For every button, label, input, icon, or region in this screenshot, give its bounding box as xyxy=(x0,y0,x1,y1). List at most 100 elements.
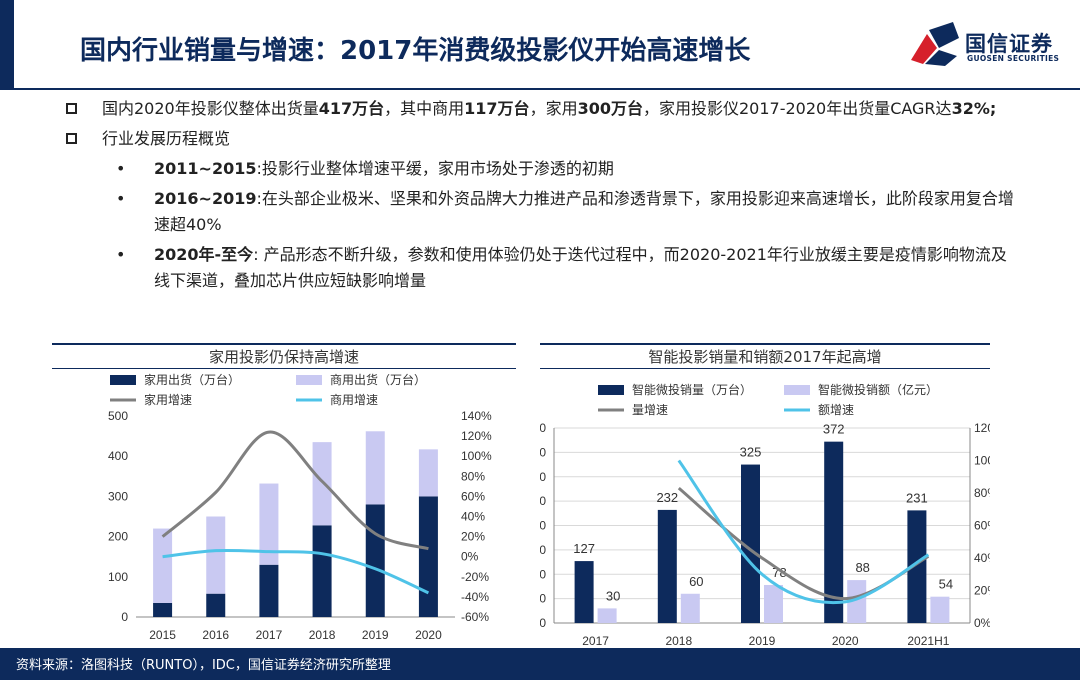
y2-tick-label: 60% xyxy=(974,519,990,533)
sub-bullet-period: 2020年-至今 xyxy=(154,245,254,264)
chart-smart-projector: 智能投影销量和销额2017年起高增 智能微投销量（万台） 智能微投销额（亿元） 量增… xyxy=(540,343,990,648)
legend-swatch xyxy=(784,385,810,395)
bar xyxy=(259,483,279,565)
sub-bullet-period: 2011~2015 xyxy=(154,159,257,178)
dot-bullet-icon: • xyxy=(116,189,126,208)
sub-bullet-text: : 产品形态不断升级，参数和使用体验仍处于迭代过程中，而2020-2021年行业… xyxy=(154,245,1007,290)
x-tick-label: 2017 xyxy=(582,634,609,648)
y2-tick-label: 40% xyxy=(461,510,485,524)
bar xyxy=(206,593,226,617)
series-line xyxy=(677,459,930,605)
bar xyxy=(153,602,173,617)
y2-tick-label: -60% xyxy=(461,610,489,624)
bar xyxy=(365,504,385,617)
y-tick-label: 150 xyxy=(540,543,546,557)
bar xyxy=(657,509,677,623)
dot-bullet-icon: • xyxy=(116,159,126,178)
bar xyxy=(930,596,950,623)
y-tick-label: 500 xyxy=(108,409,128,423)
bar xyxy=(365,431,385,505)
chart-smart-projector-svg: 智能微投销量（万台） 智能微投销额（亿元） 量增速 额增速 0 50 100 150 200 25… xyxy=(540,382,990,648)
bar xyxy=(418,496,438,617)
data-label: 231 xyxy=(906,490,928,505)
sub-bullet-text: :投影行业整体增速平缓，家用市场处于渗透的初期 xyxy=(256,159,614,178)
y-tick-label: 0 xyxy=(121,610,128,624)
y2-tick-label: 120% xyxy=(461,429,492,443)
bullet-value: 32%; xyxy=(951,99,997,118)
bar xyxy=(847,580,867,623)
y-tick-label: 400 xyxy=(540,421,546,435)
bar xyxy=(680,593,700,623)
sub-bullet-period: 2016~2019 xyxy=(154,189,257,208)
data-label: 88 xyxy=(855,560,869,575)
y2-tick-label: 20% xyxy=(461,530,485,544)
page-title: 国内行业销量与增速：2017年消费级投影仪开始高速增长 xyxy=(80,36,751,66)
dot-bullet-icon: • xyxy=(116,245,126,264)
legend-label: 家用出货（万台） xyxy=(144,372,240,387)
bar xyxy=(418,449,438,497)
logo-text-en: GUOSEN SECURITIES xyxy=(967,54,1060,63)
x-tick-label: 2019 xyxy=(362,628,389,642)
legend-label: 商用出货（万台） xyxy=(330,372,426,387)
y-tick-label: 50 xyxy=(540,592,546,606)
bar xyxy=(206,516,226,594)
header-accent-bar xyxy=(0,0,14,90)
chart-title: 家用投影仍保持高增速 xyxy=(52,343,516,369)
legend-label: 商用增速 xyxy=(330,392,378,407)
logo-mark-icon xyxy=(911,22,959,66)
company-logo: 国信证券 GUOSEN SECURITIES xyxy=(909,20,1080,70)
chart-home-projector: 家用投影仍保持高增速 家用出货（万台） 商用出货（万台） 家用增速 商用增速 0 100 2… xyxy=(52,343,516,643)
y-tick-label: 300 xyxy=(108,489,128,503)
y2-tick-label: 20% xyxy=(974,584,990,598)
sub-bullet-2020: • 2020年-至今: 产品形态不断升级，参数和使用体验仍处于迭代过程中，而20… xyxy=(60,242,1020,294)
bullet-text: 行业发展历程概览 xyxy=(102,129,231,148)
y2-tick-label: 100% xyxy=(974,454,990,468)
bar xyxy=(574,561,594,623)
y2-tick-label: 0% xyxy=(974,616,990,630)
bar xyxy=(312,525,332,617)
bullet-value: 117万台 xyxy=(464,99,530,118)
y2-tick-label: 120% xyxy=(974,421,990,435)
summary-bullets: 国内2020年投影仪整体出货量417万台，其中商用117万台，家用300万台，家… xyxy=(60,96,1020,298)
y2-tick-label: 40% xyxy=(974,551,990,565)
sub-bullet-2011: • 2011~2015:投影行业整体增速平缓，家用市场处于渗透的初期 xyxy=(60,156,1020,182)
bar xyxy=(259,564,279,617)
x-tick-label: 2020 xyxy=(832,634,859,648)
legend-label: 智能微投销额（亿元） xyxy=(818,382,938,397)
x-tick-label: 2020 xyxy=(415,628,442,642)
bar xyxy=(597,608,617,623)
logo-text-cn: 国信证券 xyxy=(965,32,1053,56)
x-tick-label: 2016 xyxy=(202,628,229,642)
chart-title: 智能投影销量和销额2017年起高增 xyxy=(540,343,990,369)
y-tick-label: 400 xyxy=(108,449,128,463)
y2-tick-label: 60% xyxy=(461,489,485,503)
data-label: 127 xyxy=(573,541,595,556)
bullet-text: 国内2020年投影仪整体出货量 xyxy=(102,99,319,118)
y-tick-label: 200 xyxy=(108,530,128,544)
bar xyxy=(741,464,760,623)
x-tick-label: 2017 xyxy=(256,628,283,642)
bullet-history: 行业发展历程概览 xyxy=(60,126,1020,152)
bullet-shipment: 国内2020年投影仪整体出货量417万台，其中商用117万台，家用300万台，家… xyxy=(60,96,1020,122)
y-tick-label: 100 xyxy=(540,567,546,581)
y-tick-label: 250 xyxy=(540,494,546,508)
bullet-text: ，家用投影仪2017-2020年出货量CAGR达 xyxy=(642,99,952,118)
bullet-value: 300万台 xyxy=(577,99,643,118)
series-line xyxy=(161,430,429,551)
x-tick-label: 2018 xyxy=(309,628,336,642)
y2-tick-label: 140% xyxy=(461,409,492,423)
y2-tick-label: -40% xyxy=(461,590,489,604)
y-tick-label: 350 xyxy=(540,445,546,459)
x-tick-label: 2021H1 xyxy=(907,634,949,648)
bullet-text: ，其中商用 xyxy=(384,99,465,118)
x-tick-label: 2019 xyxy=(749,634,776,648)
y2-tick-label: 100% xyxy=(461,449,492,463)
legend-swatch xyxy=(598,385,624,395)
bar xyxy=(153,528,173,603)
square-bullet-icon xyxy=(66,103,77,114)
data-label: 232 xyxy=(656,490,678,505)
data-label: 54 xyxy=(939,577,953,592)
bullet-value: 417万台 xyxy=(318,99,385,118)
x-tick-label: 2015 xyxy=(149,628,176,642)
bullet-text: ，家用 xyxy=(529,99,578,118)
